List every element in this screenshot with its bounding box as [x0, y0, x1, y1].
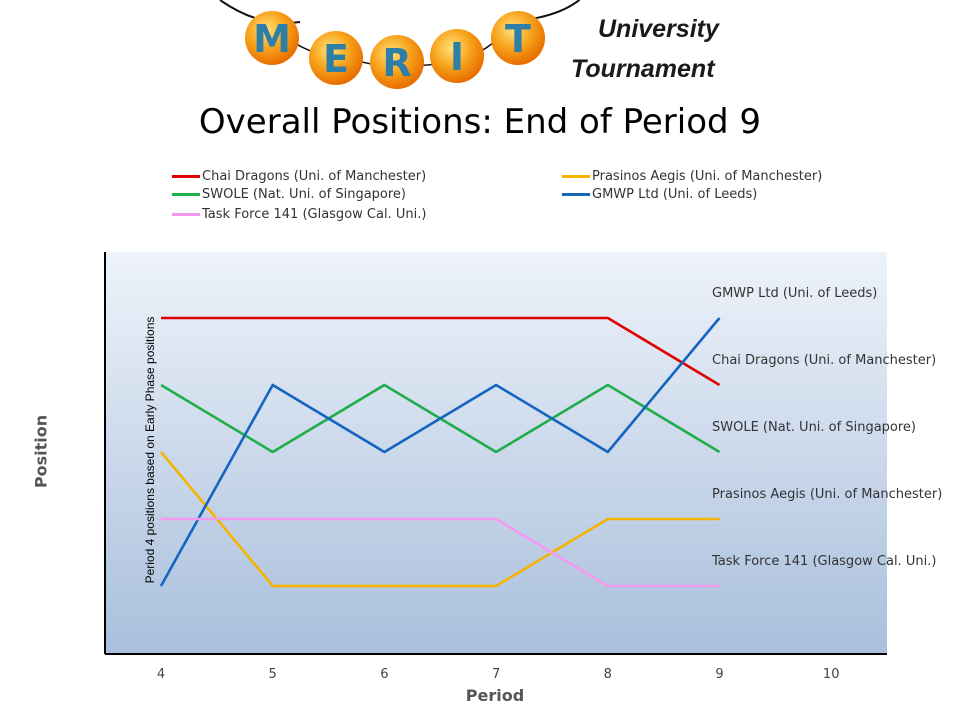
x-tick-label: 6 — [380, 667, 388, 682]
legend-swatch-taskforce — [172, 213, 200, 216]
svg-text:E: E — [323, 37, 349, 81]
logo-ball-m: M — [245, 11, 299, 65]
legend-label-prasinos: Prasinos Aegis (Uni. of Manchester) — [592, 169, 823, 184]
logo-ball-e: E — [309, 31, 363, 85]
x-tick-label: 8 — [604, 667, 612, 682]
x-tick-label: 5 — [269, 667, 277, 682]
legend-label-chai: Chai Dragons (Uni. of Manchester) — [202, 169, 427, 184]
series-line-prasinos — [160, 451, 720, 588]
legend-item-prasinos: Prasinos Aegis (Uni. of Manchester) — [562, 169, 822, 184]
period4-note: Period 4 positions based on Early Phase … — [143, 316, 157, 584]
end-label-gmwp: GMWP Ltd (Uni. of Leeds) — [712, 286, 877, 301]
legend-label-taskforce: Task Force 141 (Glasgow Cal. Uni.) — [202, 207, 427, 222]
legend-item-chai: Chai Dragons (Uni. of Manchester) — [172, 169, 426, 184]
x-tick-label: 9 — [715, 667, 723, 682]
chart-title: Overall Positions: End of Period 9 — [198, 102, 762, 142]
end-label-prasinos: Prasinos Aegis (Uni. of Manchester) — [712, 487, 942, 502]
x-tick-label: 4 — [157, 667, 165, 682]
svg-text:M: M — [253, 17, 291, 61]
tagline-university: University — [598, 15, 719, 43]
legend-item-taskforce: Task Force 141 (Glasgow Cal. Uni.) — [172, 207, 426, 222]
series-line-taskforce — [161, 517, 720, 588]
logo-ball-i: I — [430, 29, 484, 83]
x-tick-label: 10 — [823, 667, 840, 682]
legend-swatch-swole — [172, 193, 200, 196]
end-label-swole: SWOLE (Nat. Uni. of Singapore) — [712, 420, 916, 435]
legend-swatch-chai — [172, 175, 200, 178]
logo-ball-t: T — [491, 11, 545, 65]
legend-label-gmwp: GMWP Ltd (Uni. of Leeds) — [592, 187, 758, 202]
x-tick-label: 7 — [492, 667, 500, 682]
legend-swatch-gmwp — [562, 193, 590, 196]
logo-ball-r: R — [370, 35, 424, 89]
legend-label-swole: SWOLE (Nat. Uni. of Singapore) — [202, 187, 407, 202]
legend-item-gmwp: GMWP Ltd (Uni. of Leeds) — [562, 187, 757, 202]
svg-text:R: R — [382, 41, 411, 85]
y-axis-label: Position — [31, 414, 51, 489]
svg-text:I: I — [450, 35, 464, 79]
tagline-tournament: Tournament — [571, 55, 715, 83]
end-label-chai: Chai Dragons (Uni. of Manchester) — [712, 353, 936, 368]
legend-item-swole: SWOLE (Nat. Uni. of Singapore) — [172, 187, 406, 202]
merit-logo: M E R I T — [219, 0, 580, 89]
end-label-taskforce: Task Force 141 (Glasgow Cal. Uni.) — [711, 554, 936, 569]
legend-swatch-prasinos — [562, 175, 590, 178]
series-line-gmwp — [159, 317, 721, 587]
series-line-chai — [161, 316, 721, 387]
svg-text:T: T — [505, 17, 531, 61]
x-axis-label: Period — [465, 686, 525, 705]
